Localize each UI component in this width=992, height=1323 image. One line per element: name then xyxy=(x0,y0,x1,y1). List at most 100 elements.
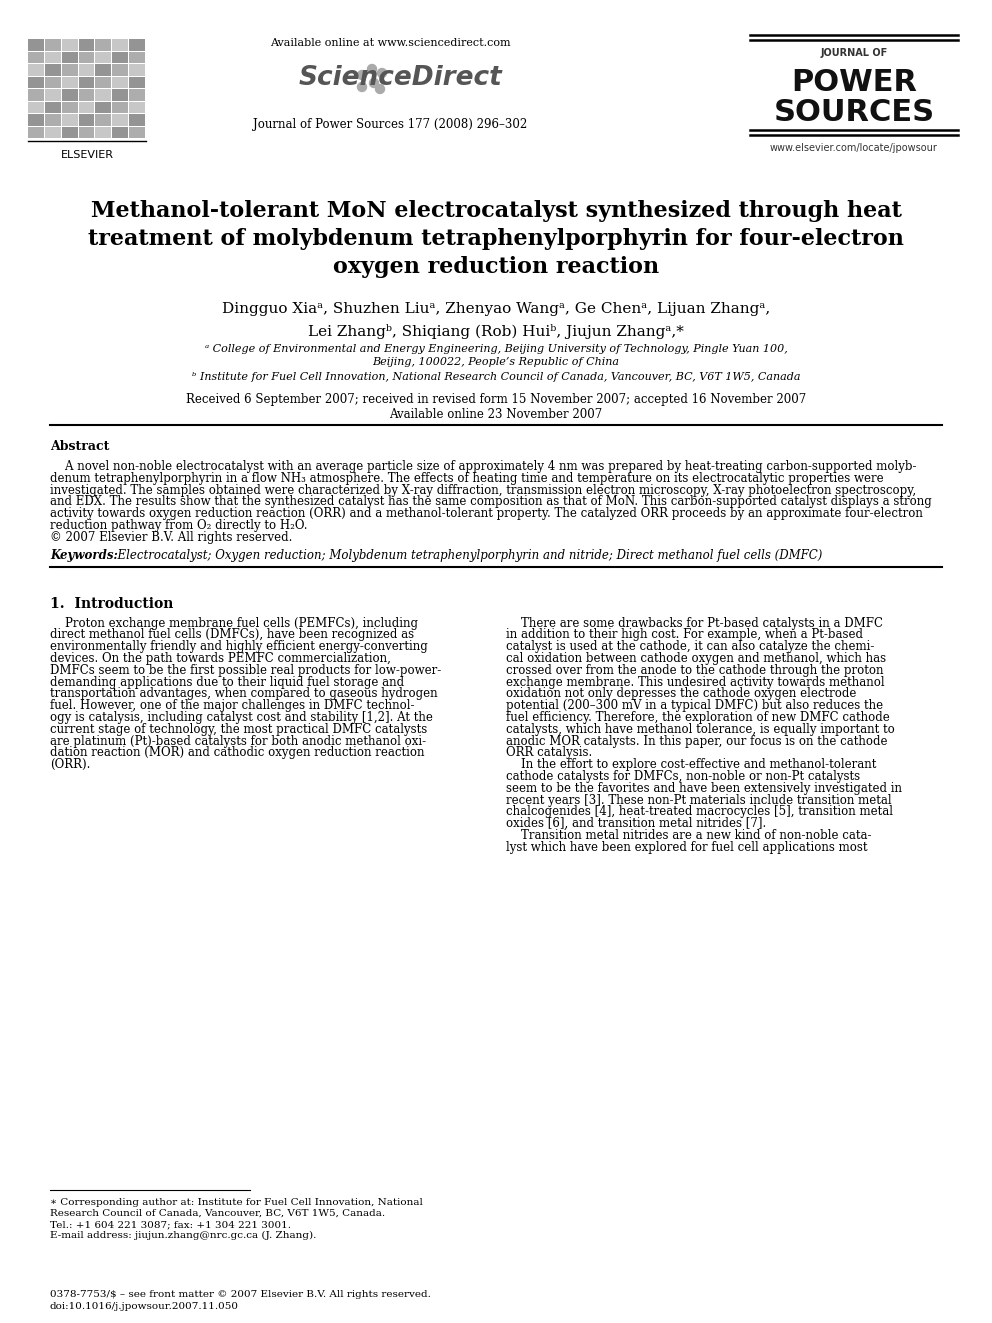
Bar xyxy=(95,52,111,64)
Text: recent years [3]. These non-Pt materials include transition metal: recent years [3]. These non-Pt materials… xyxy=(506,794,892,807)
Bar xyxy=(112,127,128,138)
Text: seem to be the favorites and have been extensively investigated in: seem to be the favorites and have been e… xyxy=(506,782,902,795)
Text: Methanol-tolerant MoN electrocatalyst synthesized through heat: Methanol-tolerant MoN electrocatalyst sy… xyxy=(90,200,902,222)
Text: oxidation not only depresses the cathode oxygen electrode: oxidation not only depresses the cathode… xyxy=(506,688,856,700)
Text: oxides [6], and transition metal nitrides [7].: oxides [6], and transition metal nitride… xyxy=(506,818,766,831)
Text: ᵃ College of Environmental and Energy Engineering, Beijing University of Technol: ᵃ College of Environmental and Energy En… xyxy=(204,344,788,355)
Text: 1.  Introduction: 1. Introduction xyxy=(50,597,174,611)
Bar xyxy=(28,52,44,64)
Bar xyxy=(95,64,111,75)
Text: Abstract: Abstract xyxy=(50,441,109,452)
Bar xyxy=(78,114,94,126)
Text: environmentally friendly and highly efficient energy-converting: environmentally friendly and highly effi… xyxy=(50,640,428,654)
Bar xyxy=(129,64,145,75)
Bar xyxy=(129,89,145,101)
Bar xyxy=(62,127,77,138)
Bar xyxy=(45,77,61,89)
Text: ScienceDirect: ScienceDirect xyxy=(299,65,502,91)
Bar xyxy=(112,64,128,75)
Bar xyxy=(78,102,94,112)
Text: POWER: POWER xyxy=(791,67,917,97)
Bar xyxy=(112,114,128,126)
Bar xyxy=(62,77,77,89)
Text: anodic MOR catalysts. In this paper, our focus is on the cathode: anodic MOR catalysts. In this paper, our… xyxy=(506,734,888,747)
Text: In the effort to explore cost-effective and methanol-tolerant: In the effort to explore cost-effective … xyxy=(506,758,876,771)
Bar xyxy=(45,114,61,126)
Bar xyxy=(112,52,128,64)
Bar xyxy=(95,89,111,101)
Bar xyxy=(78,38,94,50)
Bar xyxy=(28,64,44,75)
Text: treatment of molybdenum tetraphenylporphyrin for four-electron: treatment of molybdenum tetraphenylporph… xyxy=(88,228,904,250)
Bar xyxy=(78,89,94,101)
Bar xyxy=(28,102,44,112)
Text: www.elsevier.com/locate/jpowsour: www.elsevier.com/locate/jpowsour xyxy=(770,143,938,153)
Text: reduction pathway from O₂ directly to H₂O.: reduction pathway from O₂ directly to H₂… xyxy=(50,519,308,532)
Bar xyxy=(62,89,77,101)
Text: Received 6 September 2007; received in revised form 15 November 2007; accepted 1: Received 6 September 2007; received in r… xyxy=(186,393,806,406)
Bar xyxy=(95,77,111,89)
Bar xyxy=(95,114,111,126)
Bar xyxy=(95,38,111,50)
Circle shape xyxy=(378,69,387,78)
Text: cathode catalysts for DMFCs, non-noble or non-Pt catalysts: cathode catalysts for DMFCs, non-noble o… xyxy=(506,770,860,783)
Text: A novel non-noble electrocatalyst with an average particle size of approximately: A novel non-noble electrocatalyst with a… xyxy=(50,460,917,474)
Bar xyxy=(45,38,61,50)
Text: Tel.: +1 604 221 3087; fax: +1 304 221 3001.: Tel.: +1 604 221 3087; fax: +1 304 221 3… xyxy=(50,1220,291,1229)
Bar xyxy=(45,64,61,75)
Bar xyxy=(45,52,61,64)
Bar xyxy=(62,38,77,50)
Text: activity towards oxygen reduction reaction (ORR) and a methanol-tolerant propert: activity towards oxygen reduction reacti… xyxy=(50,507,923,520)
Text: current stage of technology, the most practical DMFC catalysts: current stage of technology, the most pr… xyxy=(50,722,428,736)
Circle shape xyxy=(357,82,366,91)
Text: Electrocatalyst; Oxygen reduction; Molybdenum tetraphenylporphyrin and nitride; : Electrocatalyst; Oxygen reduction; Molyb… xyxy=(110,549,822,561)
Bar xyxy=(28,114,44,126)
Text: denum tetraphenylporphyrin in a flow NH₃ atmosphere. The effects of heating time: denum tetraphenylporphyrin in a flow NH₃… xyxy=(50,472,884,484)
Bar xyxy=(62,114,77,126)
Bar xyxy=(112,77,128,89)
Text: 0378-7753/$ – see front matter © 2007 Elsevier B.V. All rights reserved.: 0378-7753/$ – see front matter © 2007 El… xyxy=(50,1290,431,1299)
Text: chalcogenides [4], heat-treated macrocycles [5], transition metal: chalcogenides [4], heat-treated macrocyc… xyxy=(506,806,893,819)
Text: direct methanol fuel cells (DMFCs), have been recognized as: direct methanol fuel cells (DMFCs), have… xyxy=(50,628,414,642)
Text: are platinum (Pt)-based catalysts for both anodic methanol oxi-: are platinum (Pt)-based catalysts for bo… xyxy=(50,734,427,747)
Text: There are some drawbacks for Pt-based catalysts in a DMFC: There are some drawbacks for Pt-based ca… xyxy=(506,617,883,630)
Bar xyxy=(62,52,77,64)
Bar xyxy=(45,127,61,138)
Text: Transition metal nitrides are a new kind of non-noble cata-: Transition metal nitrides are a new kind… xyxy=(506,830,872,841)
Text: dation reaction (MOR) and cathodic oxygen reduction reaction: dation reaction (MOR) and cathodic oxyge… xyxy=(50,746,425,759)
Text: E-mail address: jiujun.zhang@nrc.gc.ca (J. Zhang).: E-mail address: jiujun.zhang@nrc.gc.ca (… xyxy=(50,1230,316,1240)
Bar xyxy=(78,52,94,64)
Text: cal oxidation between cathode oxygen and methanol, which has: cal oxidation between cathode oxygen and… xyxy=(506,652,886,665)
Bar xyxy=(112,38,128,50)
Text: doi:10.1016/j.jpowsour.2007.11.050: doi:10.1016/j.jpowsour.2007.11.050 xyxy=(50,1302,239,1311)
Text: investigated. The samples obtained were characterized by X-ray diffraction, tran: investigated. The samples obtained were … xyxy=(50,484,917,496)
Circle shape xyxy=(367,65,377,74)
Bar xyxy=(28,127,44,138)
Text: and EDX. The results show that the synthesized catalyst has the same composition: and EDX. The results show that the synth… xyxy=(50,495,931,508)
Text: ORR catalysis.: ORR catalysis. xyxy=(506,746,592,759)
Text: Lei Zhangᵇ, Shiqiang (Rob) Huiᵇ, Jiujun Zhangᵃ,*: Lei Zhangᵇ, Shiqiang (Rob) Huiᵇ, Jiujun … xyxy=(309,324,683,339)
Text: © 2007 Elsevier B.V. All rights reserved.: © 2007 Elsevier B.V. All rights reserved… xyxy=(50,531,293,544)
Text: demanding applications due to their liquid fuel storage and: demanding applications due to their liqu… xyxy=(50,676,404,688)
Bar xyxy=(62,64,77,75)
Text: ᵇ Institute for Fuel Cell Innovation, National Research Council of Canada, Vanco: ᵇ Institute for Fuel Cell Innovation, Na… xyxy=(191,372,801,382)
Bar xyxy=(28,77,44,89)
Text: lyst which have been explored for fuel cell applications most: lyst which have been explored for fuel c… xyxy=(506,841,867,853)
Text: Research Council of Canada, Vancouver, BC, V6T 1W5, Canada.: Research Council of Canada, Vancouver, B… xyxy=(50,1209,385,1218)
Text: crossed over from the anode to the cathode through the proton: crossed over from the anode to the catho… xyxy=(506,664,884,677)
Text: fuel. However, one of the major challenges in DMFC technol-: fuel. However, one of the major challeng… xyxy=(50,699,415,712)
Text: oxygen reduction reaction: oxygen reduction reaction xyxy=(333,255,659,278)
Bar xyxy=(28,38,44,50)
Bar xyxy=(45,102,61,112)
Text: Available online at www.sciencedirect.com: Available online at www.sciencedirect.co… xyxy=(270,38,510,48)
Text: fuel efficiency. Therefore, the exploration of new DMFC cathode: fuel efficiency. Therefore, the explorat… xyxy=(506,710,890,724)
Bar xyxy=(129,38,145,50)
Text: catalyst is used at the cathode, it can also catalyze the chemi-: catalyst is used at the cathode, it can … xyxy=(506,640,874,654)
Bar xyxy=(62,102,77,112)
Circle shape xyxy=(376,85,385,94)
Text: in addition to their high cost. For example, when a Pt-based: in addition to their high cost. For exam… xyxy=(506,628,863,642)
Circle shape xyxy=(357,70,366,79)
Text: transportation advantages, when compared to gaseous hydrogen: transportation advantages, when compared… xyxy=(50,688,437,700)
Circle shape xyxy=(369,78,379,87)
Text: ogy is catalysis, including catalyst cost and stability [1,2]. At the: ogy is catalysis, including catalyst cos… xyxy=(50,710,433,724)
